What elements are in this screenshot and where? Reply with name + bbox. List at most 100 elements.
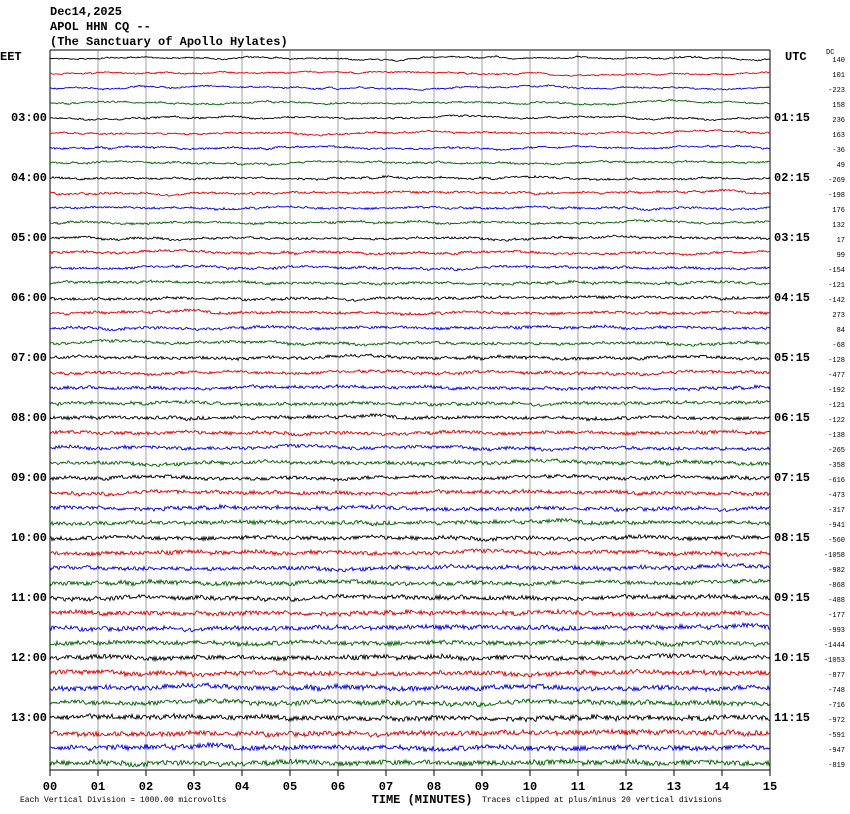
x-tick-label: 02 bbox=[139, 780, 153, 794]
x-tick-label: 09 bbox=[475, 780, 489, 794]
dc-value: -1053 bbox=[824, 657, 845, 665]
x-tick-label: 13 bbox=[667, 780, 681, 794]
trace bbox=[49, 205, 771, 212]
left-time-label: 12:00 bbox=[11, 651, 47, 665]
left-time-label: 08:00 bbox=[11, 411, 47, 425]
left-time-label: 04:00 bbox=[11, 171, 47, 185]
dc-value: -198 bbox=[828, 192, 845, 200]
dc-value: 17 bbox=[837, 237, 845, 245]
left-time-label: 13:00 bbox=[11, 711, 47, 725]
trace bbox=[49, 757, 771, 768]
right-time-label: 02:15 bbox=[774, 171, 810, 185]
trace bbox=[49, 533, 771, 543]
trace bbox=[49, 54, 771, 62]
dc-value: -121 bbox=[828, 282, 845, 290]
left-time-label: 06:00 bbox=[11, 291, 47, 305]
left-time-label: 07:00 bbox=[11, 351, 47, 365]
trace bbox=[49, 547, 771, 558]
dc-value: 158 bbox=[832, 102, 845, 110]
left-time-label: 09:00 bbox=[11, 471, 47, 485]
dc-value: -121 bbox=[828, 402, 845, 410]
trace bbox=[49, 741, 771, 753]
trace bbox=[49, 592, 771, 603]
dc-value: 132 bbox=[832, 222, 845, 230]
trace bbox=[49, 219, 771, 226]
right-time-label: 11:15 bbox=[774, 711, 810, 725]
dc-value: 273 bbox=[832, 312, 845, 320]
dc-value: -138 bbox=[828, 432, 845, 440]
x-tick-label: 08 bbox=[427, 780, 441, 794]
x-tick-label: 11 bbox=[571, 780, 585, 794]
dc-value: 101 bbox=[832, 72, 845, 80]
dc-value: -819 bbox=[828, 762, 845, 770]
trace bbox=[49, 84, 771, 91]
trace bbox=[50, 129, 771, 137]
trace bbox=[49, 682, 771, 693]
trace bbox=[49, 473, 771, 483]
trace bbox=[49, 503, 771, 513]
dc-value: -560 bbox=[828, 537, 845, 545]
trace bbox=[49, 264, 771, 272]
dc-value: -488 bbox=[828, 597, 845, 605]
right-time-label: 08:15 bbox=[774, 531, 810, 545]
trace bbox=[49, 652, 771, 663]
dc-value: 84 bbox=[837, 327, 845, 335]
dc-value: -477 bbox=[828, 372, 845, 380]
trace bbox=[49, 457, 771, 468]
dc-value: -716 bbox=[828, 702, 845, 710]
trace bbox=[49, 279, 771, 287]
x-tick-label: 12 bbox=[619, 780, 633, 794]
x-axis-title: TIME (MINUTES) bbox=[372, 793, 473, 807]
trace bbox=[49, 517, 771, 527]
trace bbox=[49, 70, 771, 77]
station: APOL HHN CQ -- bbox=[50, 20, 151, 34]
dc-value: -972 bbox=[828, 717, 845, 725]
trace bbox=[49, 353, 771, 362]
right-time-label: 06:15 bbox=[774, 411, 810, 425]
right-axis-title: UTC bbox=[785, 50, 807, 64]
right-time-label: 01:15 bbox=[774, 111, 810, 125]
right-time-label: 09:15 bbox=[774, 591, 810, 605]
dc-value: -192 bbox=[828, 387, 845, 395]
dc-value: 176 bbox=[832, 207, 845, 215]
dc-value: -1444 bbox=[824, 642, 845, 650]
x-tick-label: 05 bbox=[283, 780, 297, 794]
dc-value: -68 bbox=[832, 342, 845, 350]
x-tick-label: 01 bbox=[91, 780, 105, 794]
x-tick-label: 14 bbox=[715, 780, 729, 794]
left-axis-title: EET bbox=[0, 50, 22, 64]
dc-value: 49 bbox=[837, 162, 845, 170]
trace bbox=[49, 383, 771, 392]
trace bbox=[49, 428, 771, 437]
trace bbox=[49, 248, 771, 257]
trace bbox=[49, 294, 771, 302]
trace bbox=[49, 399, 771, 408]
clip-note: Traces clipped at plus/minus 20 vertical… bbox=[482, 796, 722, 805]
left-time-label: 05:00 bbox=[11, 231, 47, 245]
dc-value: -177 bbox=[828, 612, 845, 620]
dc-value: -128 bbox=[828, 357, 845, 365]
trace bbox=[49, 443, 771, 452]
trace bbox=[49, 712, 771, 723]
dc-value: -265 bbox=[828, 447, 845, 455]
right-time-label: 10:15 bbox=[774, 651, 810, 665]
dc-value: 140 bbox=[832, 57, 845, 65]
dc-value: -154 bbox=[828, 267, 845, 275]
left-time-label: 11:00 bbox=[11, 591, 47, 605]
trace bbox=[49, 697, 771, 708]
dc-value: -947 bbox=[828, 747, 845, 755]
dc-value: -591 bbox=[828, 732, 845, 740]
x-tick-label: 15 bbox=[763, 780, 777, 794]
trace bbox=[50, 608, 771, 618]
dc-value: 163 bbox=[832, 132, 845, 140]
trace bbox=[49, 114, 771, 122]
trace bbox=[49, 188, 771, 197]
trace bbox=[50, 174, 771, 182]
trace bbox=[49, 159, 771, 166]
x-tick-label: 00 bbox=[43, 780, 57, 794]
dc-value: -868 bbox=[828, 582, 845, 590]
trace bbox=[49, 578, 771, 588]
trace bbox=[49, 668, 771, 678]
trace bbox=[49, 488, 771, 498]
